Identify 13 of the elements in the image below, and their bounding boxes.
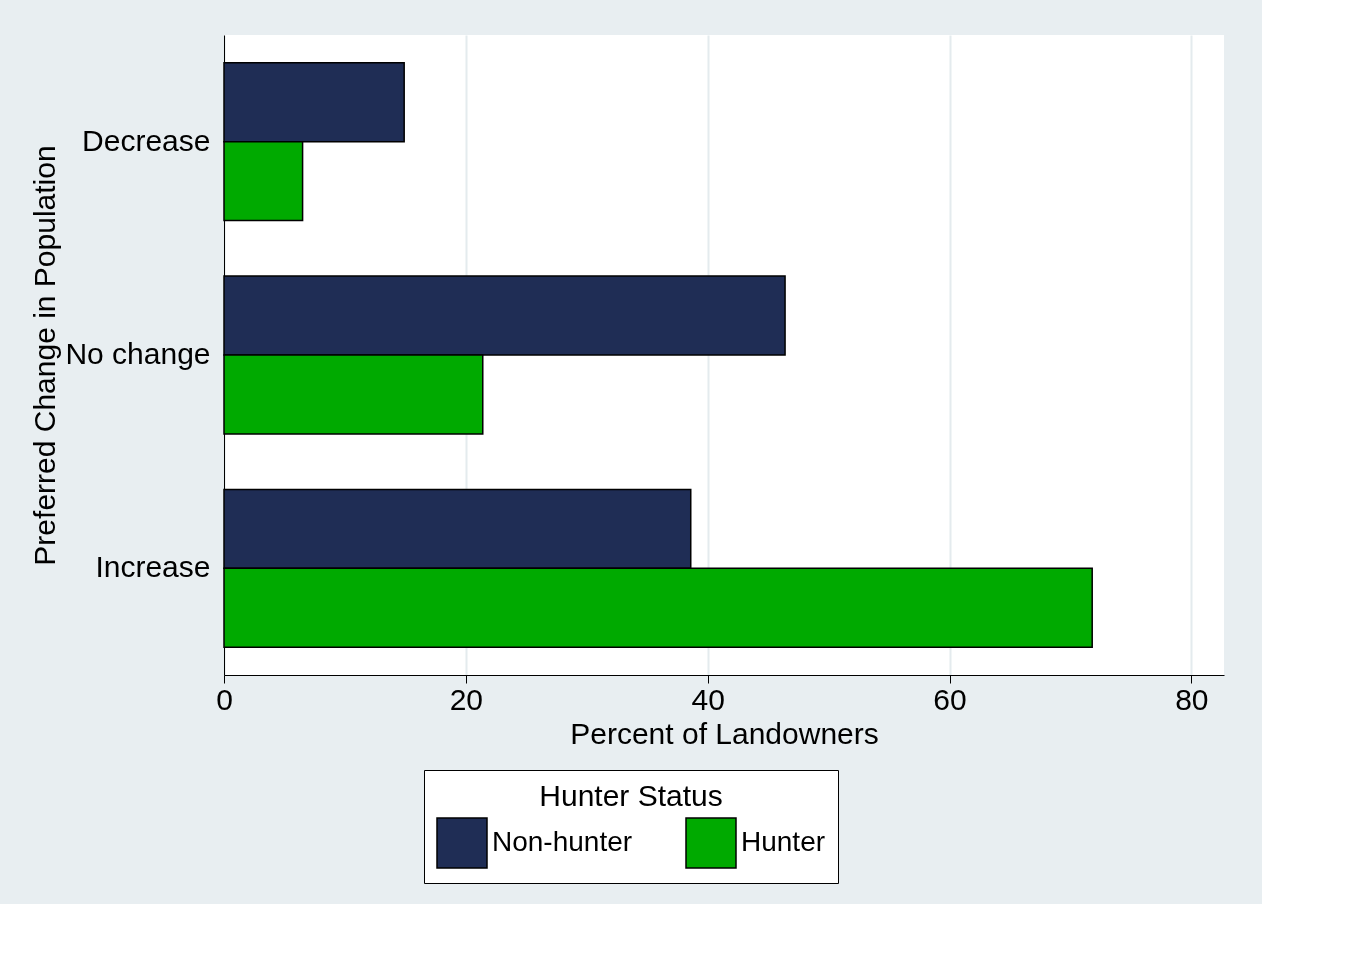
legend-label: Non-hunter [492, 826, 633, 857]
x-tick-label: 60 [933, 682, 967, 716]
x-tick-label: 40 [691, 682, 725, 716]
x-axis-title: Percent of Landowners [570, 716, 879, 750]
y-tick-label: Decrease [82, 123, 211, 157]
y-axis-title: Preferred Change in Population [28, 145, 62, 566]
x-tick-label: 80 [1175, 682, 1209, 716]
y-tick-label: Increase [95, 550, 211, 584]
legend-label: Hunter [741, 826, 826, 857]
x-tick-label: 0 [216, 682, 233, 716]
x-tick-label: 20 [449, 682, 484, 716]
legend-title: Hunter Status [539, 779, 723, 812]
y-tick-label: No change [65, 337, 211, 370]
